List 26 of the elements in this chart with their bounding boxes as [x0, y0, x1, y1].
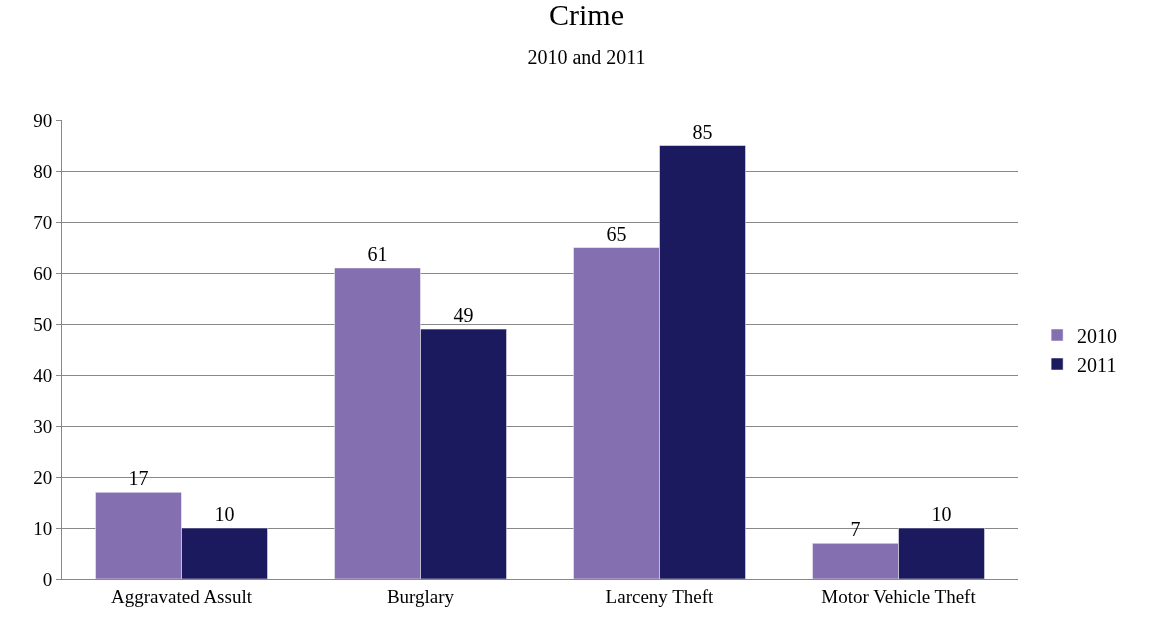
data-label: 17 [128, 467, 149, 490]
x-tick-label: Aggravated Assult [111, 585, 253, 607]
y-tick-label: 20 [33, 466, 53, 488]
x-tick-label: Larceny Theft [605, 585, 715, 607]
y-tick-label: 40 [33, 364, 53, 386]
data-label: 61 [367, 242, 388, 265]
data-label: 7 [850, 518, 861, 541]
x-tick-label: Burglary [386, 585, 455, 607]
data-label: 65 [606, 222, 627, 245]
legend-label: 2011 [1077, 353, 1117, 376]
y-tick-label: 0 [42, 568, 53, 590]
data-label: 49 [453, 304, 474, 327]
y-tick-label: 70 [33, 211, 53, 233]
y-tick-label: 60 [33, 262, 53, 284]
y-tick-label: 10 [33, 517, 53, 539]
legend-label: 2010 [1077, 324, 1118, 347]
data-label: 10 [214, 503, 235, 525]
x-tick-label: Motor Vehicle Theft [821, 585, 977, 607]
y-tick-label: 30 [33, 415, 53, 437]
chart-title: Crime [549, 0, 624, 32]
chart-subtitle: 2010 and 2011 [527, 46, 646, 69]
y-tick-label: 90 [33, 109, 53, 131]
y-tick-label: 80 [33, 160, 53, 182]
y-tick-label: 50 [33, 313, 53, 335]
data-label: 10 [931, 503, 952, 525]
data-label: 85 [692, 120, 713, 143]
